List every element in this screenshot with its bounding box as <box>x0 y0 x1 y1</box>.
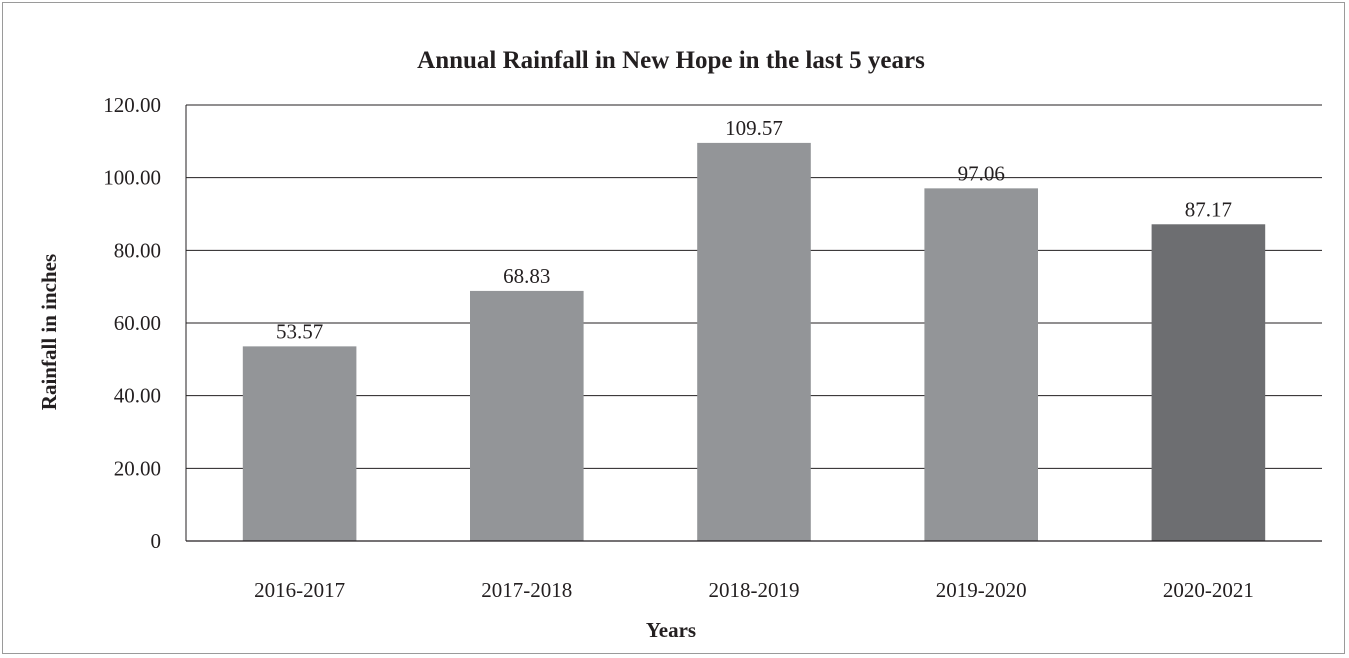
x-tick-label: 2017-2018 <box>481 578 572 602</box>
y-axis-title: Rainfall in inches <box>37 254 61 410</box>
y-tick-label: 60.00 <box>114 311 161 335</box>
bar <box>470 290 584 541</box>
x-axis-title: Years <box>646 618 696 642</box>
x-tick-label: 2019-2020 <box>936 578 1027 602</box>
data-label: 68.83 <box>503 264 550 288</box>
data-label: 53.57 <box>276 319 323 343</box>
y-tick-label: 0 <box>151 529 162 553</box>
bar <box>242 346 357 541</box>
chart-title: Annual Rainfall in New Hope in the last … <box>417 47 925 74</box>
data-label: 97.06 <box>958 161 1005 185</box>
data-label: 109.57 <box>725 116 783 140</box>
y-tick-labels: 0 20.00 40.00 60.00 80.00 100.00 120.00 <box>103 93 161 553</box>
bars <box>242 142 1266 541</box>
bar <box>697 142 811 541</box>
data-label: 87.17 <box>1185 197 1232 221</box>
y-tick-label: 120.00 <box>103 93 161 117</box>
bar <box>924 188 1038 541</box>
x-tick-labels: 2016-2017 2017-2018 2018-2019 2019-2020 2020… <box>254 578 1254 602</box>
bar <box>1151 224 1266 541</box>
x-tick-label: 2020-2021 <box>1163 578 1254 602</box>
y-tick-label: 100.00 <box>103 166 161 190</box>
y-tick-label: 40.00 <box>114 384 161 408</box>
data-labels: 53.57 68.83 109.57 97.06 87.17 <box>276 116 1232 343</box>
y-tick-label: 20.00 <box>114 456 161 480</box>
y-tick-label: 80.00 <box>114 238 161 262</box>
x-tick-label: 2018-2019 <box>709 578 800 602</box>
x-tick-label: 2016-2017 <box>254 578 345 602</box>
